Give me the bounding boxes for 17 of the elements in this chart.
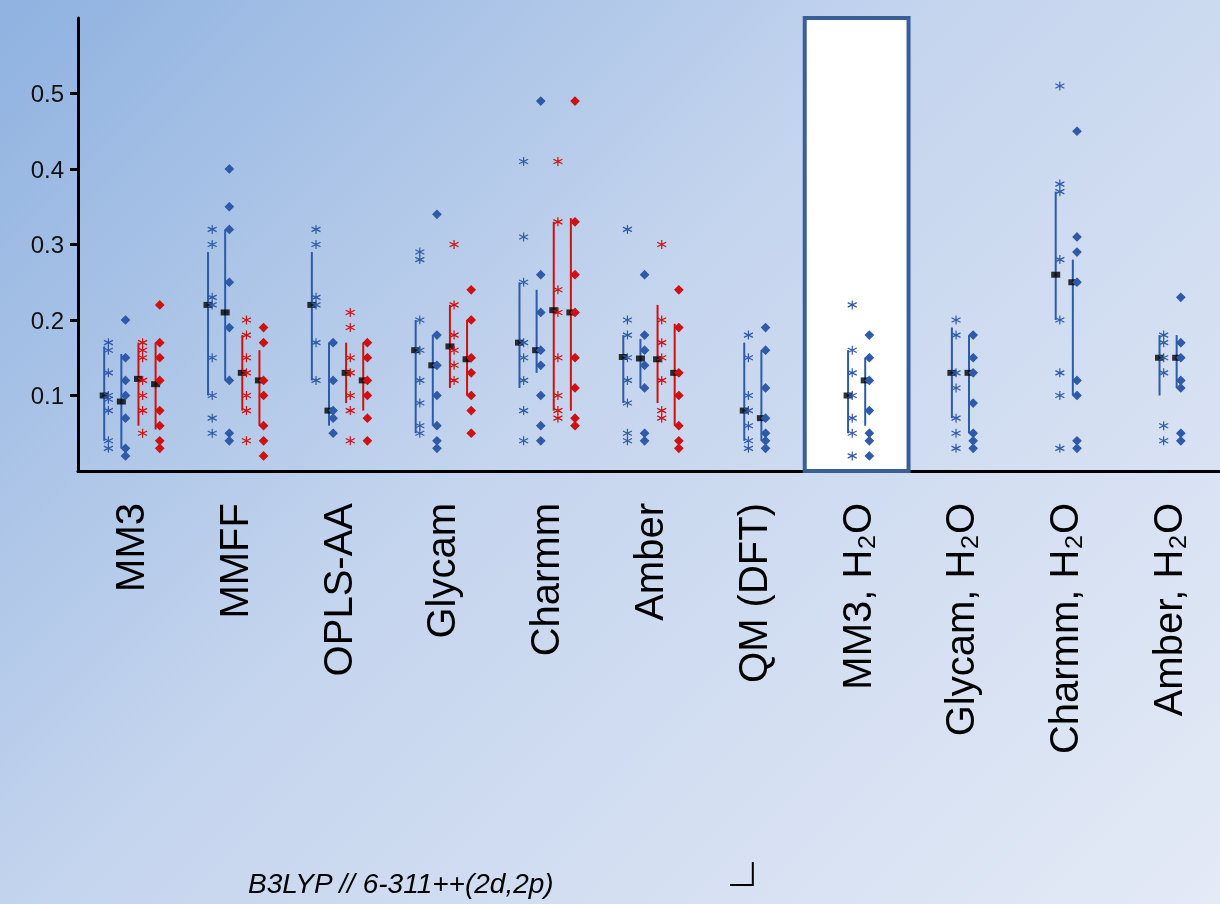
x-tick-label: MMFF <box>211 503 256 619</box>
y-tick-label: 0.5 <box>30 80 64 107</box>
x-tick-label: Amber, H₂O <box>1146 503 1191 717</box>
x-tick-label: MM3 <box>107 503 152 592</box>
x-tick-label: Amber <box>627 503 671 621</box>
x-tick-label: Charmm, H₂O <box>1042 503 1087 755</box>
x-tick-label: Glycam, H₂O <box>938 503 983 737</box>
x-tick-label: Glycam <box>419 503 464 639</box>
y-tick-label: 0.3 <box>30 231 64 258</box>
x-tick-label: MM3, H₂O <box>834 503 879 690</box>
y-tick-label: 0.2 <box>30 306 64 334</box>
x-tick-label: OPLS-AA <box>315 502 360 677</box>
y-tick-label: 0.1 <box>30 382 64 409</box>
text: B3LYP // 6-311++(2d,2p) <box>248 867 554 899</box>
x-tick-label: Charmm <box>523 503 568 657</box>
x-tick-label: QM (DFT) <box>730 503 775 683</box>
y-tick-label: 0.4 <box>30 155 64 183</box>
